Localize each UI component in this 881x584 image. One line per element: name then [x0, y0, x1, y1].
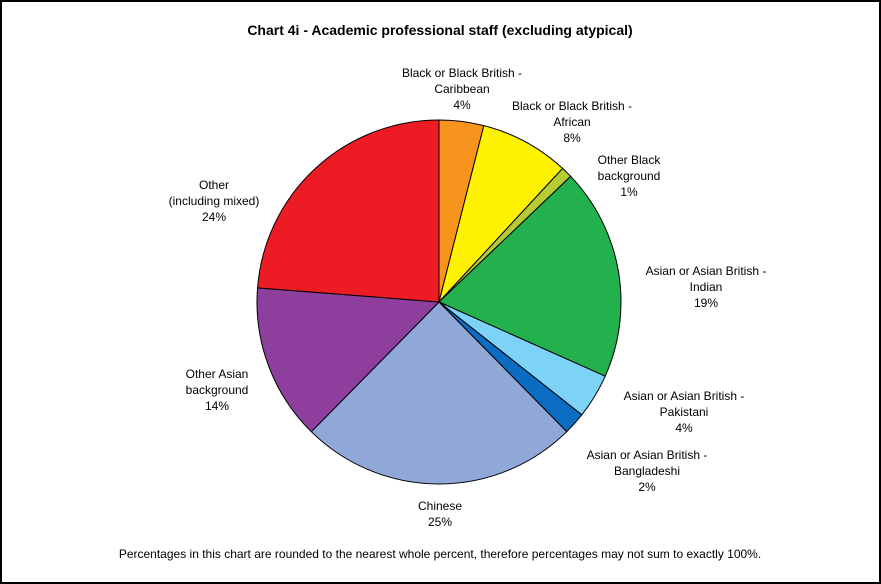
- slice-labels: Black or Black British - Caribbean 4% Black…: [169, 66, 767, 529]
- pie-slice: [438, 175, 622, 377]
- slice-percent-label: 25%: [428, 515, 452, 529]
- slice-category-label: Asian or Asian British -: [587, 448, 708, 462]
- slice-category-label: Asian or Asian British -: [646, 264, 767, 278]
- chart-title: Chart 4i - Academic professional staff (…: [247, 22, 632, 38]
- slice-category-label: Black or Black British -: [512, 99, 632, 113]
- slice-category-label: African: [553, 115, 590, 129]
- pie-slice: [310, 301, 568, 485]
- slice-category-label: Other Black: [598, 153, 662, 167]
- slice-percent-label: 19%: [694, 296, 718, 310]
- slice-category-label: Chinese: [418, 499, 462, 513]
- slice-percent-label: 8%: [563, 131, 581, 145]
- slice-percent-label: 2%: [638, 480, 656, 494]
- slice-percent-label: 14%: [205, 399, 229, 413]
- slice-percent-label: 4%: [675, 421, 693, 435]
- pie-slice: [256, 287, 441, 433]
- slice-category-label: Asian or Asian British -: [624, 389, 745, 403]
- chart-footnote: Percentages in this chart are rounded to…: [119, 547, 761, 561]
- pie-slices: [256, 119, 622, 485]
- slice-percent-label: 24%: [202, 210, 226, 224]
- slice-category-label: Other: [199, 178, 229, 192]
- slice-category-label: Pakistani: [660, 405, 709, 419]
- slice-category-label: background: [598, 169, 661, 183]
- pie-slice: [438, 125, 564, 303]
- pie-slice: [257, 119, 440, 303]
- slice-category-label: Black or Black British -: [402, 66, 522, 80]
- slice-category-label: (including mixed): [169, 194, 260, 208]
- slice-category-label: Indian: [690, 280, 723, 294]
- slice-category-label: Bangladeshi: [614, 464, 680, 478]
- slice-category-label: Other Asian: [186, 367, 249, 381]
- slice-percent-label: 4%: [453, 98, 471, 112]
- slice-percent-label: 1%: [620, 185, 638, 199]
- slice-category-label: Caribbean: [434, 82, 489, 96]
- slice-category-label: background: [186, 383, 249, 397]
